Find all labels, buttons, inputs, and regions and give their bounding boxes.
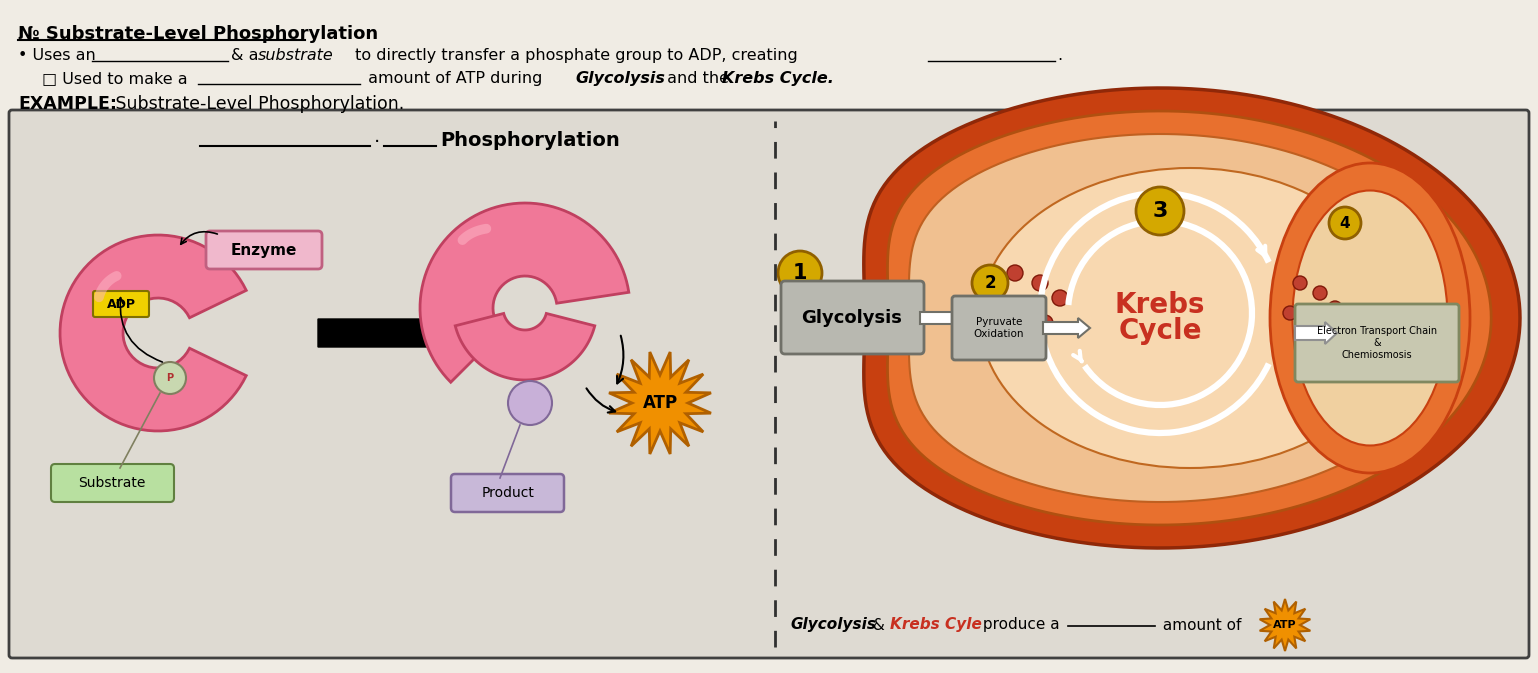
Text: EXAMPLE:: EXAMPLE:: [18, 95, 117, 113]
Circle shape: [1329, 207, 1361, 239]
Text: Electron Transport Chain
&
Chemiosmosis: Electron Transport Chain & Chemiosmosis: [1317, 326, 1436, 359]
Ellipse shape: [1292, 190, 1447, 446]
Text: ·: ·: [374, 133, 380, 151]
FancyBboxPatch shape: [51, 464, 174, 502]
Circle shape: [1313, 286, 1327, 300]
Text: ATP: ATP: [643, 394, 678, 412]
Text: • Uses an: • Uses an: [18, 48, 95, 63]
Text: Krebs Cyle: Krebs Cyle: [891, 618, 981, 633]
Text: Glycolysis: Glycolysis: [575, 71, 664, 86]
Circle shape: [972, 265, 1007, 301]
Circle shape: [1283, 306, 1297, 320]
Text: № Substrate-Level Phosphorylation: № Substrate-Level Phosphorylation: [18, 25, 378, 43]
Text: 4: 4: [1340, 215, 1350, 230]
Circle shape: [508, 381, 552, 425]
FancyBboxPatch shape: [781, 281, 924, 354]
Text: .: .: [1057, 48, 1063, 63]
FancyBboxPatch shape: [1295, 304, 1460, 382]
Circle shape: [1037, 315, 1054, 331]
Circle shape: [1137, 187, 1184, 235]
Text: &: &: [867, 618, 891, 633]
FancyArrowPatch shape: [586, 388, 615, 413]
Circle shape: [1293, 276, 1307, 290]
Polygon shape: [609, 352, 711, 454]
Text: □ Used to make a: □ Used to make a: [42, 71, 188, 86]
Circle shape: [1017, 305, 1034, 321]
Text: to directly transfer a phosphate group to ADP, creating: to directly transfer a phosphate group t…: [351, 48, 803, 63]
Text: Substrate: Substrate: [78, 476, 146, 490]
Circle shape: [1032, 275, 1047, 291]
Text: produce a: produce a: [978, 618, 1060, 633]
FancyArrow shape: [318, 310, 461, 356]
Text: amount of ATP during: amount of ATP during: [363, 71, 548, 86]
FancyArrow shape: [920, 308, 967, 328]
Text: amount of: amount of: [1158, 618, 1241, 633]
FancyArrow shape: [1295, 322, 1337, 344]
Text: Substrate-Level Phosphorylation.: Substrate-Level Phosphorylation.: [111, 95, 404, 113]
Ellipse shape: [980, 168, 1400, 468]
Circle shape: [1007, 265, 1023, 281]
Polygon shape: [60, 235, 246, 431]
Polygon shape: [864, 88, 1520, 548]
Text: P: P: [166, 373, 174, 383]
Text: Product: Product: [481, 486, 534, 500]
Text: Krebs: Krebs: [1115, 291, 1206, 319]
FancyBboxPatch shape: [9, 110, 1529, 658]
Text: Krebs Cycle.: Krebs Cycle.: [721, 71, 834, 86]
Polygon shape: [887, 111, 1492, 525]
FancyArrowPatch shape: [117, 297, 163, 362]
Circle shape: [1307, 316, 1323, 330]
FancyBboxPatch shape: [206, 231, 321, 269]
FancyBboxPatch shape: [451, 474, 564, 512]
Text: Glycolysis: Glycolysis: [791, 618, 877, 633]
FancyBboxPatch shape: [92, 291, 149, 317]
Text: ADP: ADP: [106, 297, 135, 310]
Polygon shape: [909, 134, 1460, 502]
Circle shape: [1052, 290, 1067, 306]
Polygon shape: [455, 314, 595, 380]
Text: 3: 3: [1152, 201, 1167, 221]
FancyArrowPatch shape: [181, 232, 217, 244]
FancyBboxPatch shape: [952, 296, 1046, 360]
Circle shape: [778, 251, 821, 295]
Circle shape: [992, 325, 1007, 341]
Text: & a: & a: [231, 48, 263, 63]
FancyArrowPatch shape: [617, 336, 623, 384]
Circle shape: [977, 285, 994, 301]
Polygon shape: [1260, 599, 1310, 651]
Text: Pyruvate
Oxidation: Pyruvate Oxidation: [974, 317, 1024, 339]
Text: 2: 2: [984, 274, 995, 292]
Polygon shape: [420, 203, 629, 382]
Text: Phosphorylation: Phosphorylation: [440, 131, 620, 149]
Text: 1: 1: [792, 263, 807, 283]
Text: Enzyme: Enzyme: [231, 242, 297, 258]
Ellipse shape: [1270, 163, 1470, 473]
Circle shape: [1327, 301, 1343, 315]
Text: and the: and the: [661, 71, 734, 86]
Text: Glycolysis: Glycolysis: [801, 309, 903, 327]
FancyArrow shape: [1043, 318, 1090, 338]
Text: Cycle: Cycle: [1118, 317, 1201, 345]
Text: ATP: ATP: [1273, 620, 1297, 630]
Circle shape: [154, 362, 186, 394]
Text: substrate: substrate: [258, 48, 334, 63]
